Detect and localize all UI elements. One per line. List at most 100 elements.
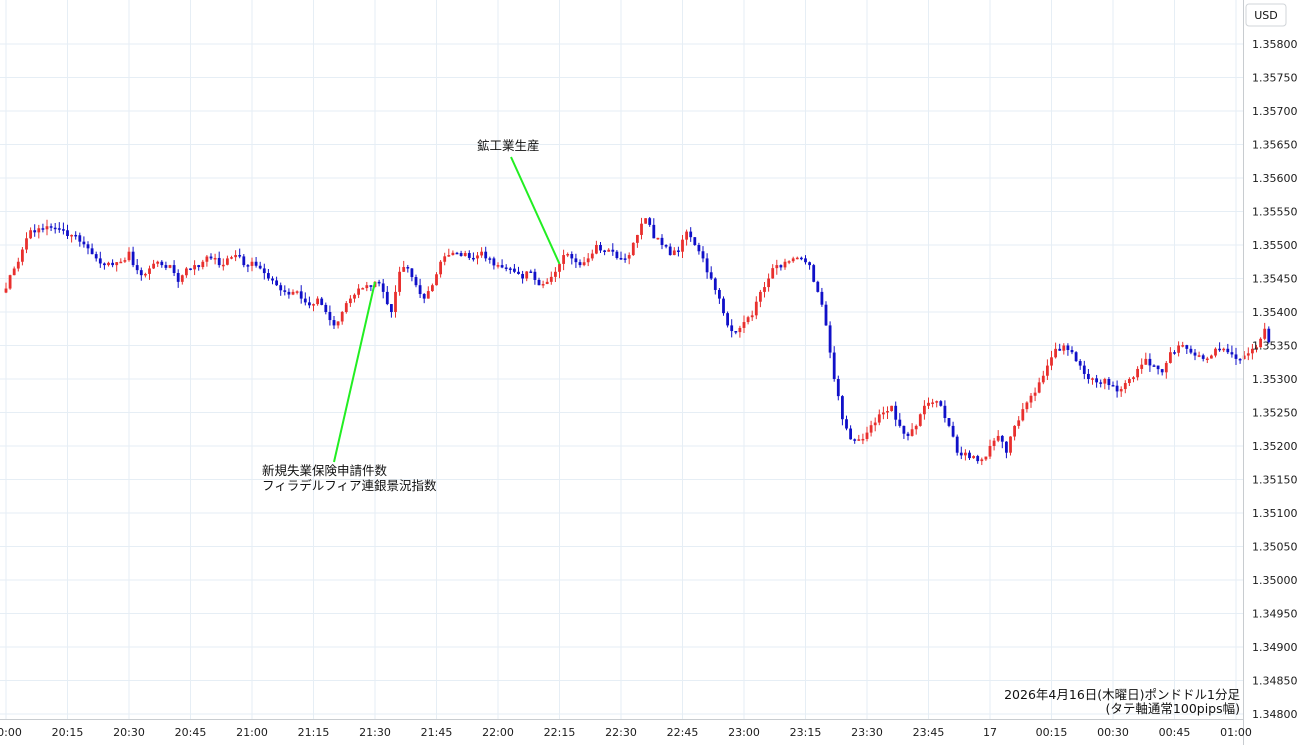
candle bbox=[754, 296, 758, 320]
candle bbox=[332, 315, 336, 330]
candle bbox=[1054, 342, 1057, 359]
x-tick-label: 23:15 bbox=[790, 726, 822, 739]
candle bbox=[45, 219, 49, 236]
candle bbox=[451, 250, 455, 256]
candle bbox=[906, 431, 910, 441]
candle bbox=[1205, 356, 1209, 364]
candle bbox=[582, 256, 586, 267]
candle bbox=[385, 286, 389, 306]
candle bbox=[197, 264, 201, 271]
candle bbox=[258, 261, 262, 270]
candle bbox=[279, 282, 283, 296]
candle bbox=[984, 456, 988, 461]
candle bbox=[1193, 348, 1197, 361]
candle bbox=[1029, 392, 1033, 408]
y-tick-label: 1.35500 bbox=[1252, 239, 1298, 252]
candle bbox=[431, 283, 434, 292]
candle bbox=[217, 251, 221, 268]
candle bbox=[775, 259, 779, 275]
candle bbox=[1173, 350, 1176, 355]
candle bbox=[299, 285, 303, 304]
candle bbox=[25, 232, 28, 254]
candle bbox=[931, 398, 934, 408]
y-tick-label: 1.35600 bbox=[1252, 172, 1298, 185]
candle bbox=[98, 251, 102, 268]
candle bbox=[135, 259, 139, 275]
candle bbox=[693, 237, 697, 246]
candle bbox=[701, 246, 705, 263]
candle bbox=[841, 395, 844, 426]
candle bbox=[783, 258, 787, 270]
candle bbox=[865, 426, 869, 442]
candle bbox=[1181, 341, 1185, 348]
y-tick-label: 1.34850 bbox=[1252, 675, 1298, 688]
candle bbox=[1046, 359, 1049, 381]
x-tick-label: 23:45 bbox=[913, 726, 945, 739]
candle bbox=[176, 269, 180, 288]
candle bbox=[1226, 343, 1230, 355]
candle bbox=[545, 278, 549, 285]
candle bbox=[86, 241, 90, 255]
candle bbox=[1005, 441, 1008, 459]
candle bbox=[193, 260, 196, 276]
candle bbox=[1189, 345, 1193, 355]
candle bbox=[1078, 359, 1082, 370]
candle bbox=[521, 270, 524, 284]
candle bbox=[554, 267, 557, 282]
candle bbox=[328, 305, 332, 326]
candle bbox=[955, 434, 959, 456]
candle bbox=[1234, 347, 1238, 366]
candle bbox=[1103, 377, 1107, 390]
candle bbox=[849, 425, 852, 440]
y-tick-label: 1.35150 bbox=[1252, 474, 1298, 487]
currency-badge[interactable]: USD bbox=[1245, 3, 1287, 27]
candle bbox=[1107, 377, 1111, 390]
candle bbox=[1210, 354, 1213, 359]
candle bbox=[414, 274, 418, 288]
candle bbox=[189, 268, 192, 271]
candle bbox=[808, 261, 811, 270]
candle bbox=[779, 264, 783, 271]
candle bbox=[131, 246, 135, 268]
candle bbox=[882, 406, 885, 420]
annotation-label: フィラデルフィア連銀景況指数 bbox=[262, 478, 437, 493]
candle bbox=[320, 296, 324, 306]
candle bbox=[21, 247, 24, 266]
x-tick-label: 01:00 bbox=[1220, 726, 1252, 739]
y-tick-label: 1.35250 bbox=[1252, 407, 1298, 420]
candle bbox=[607, 248, 611, 252]
x-tick-label: 00:45 bbox=[1159, 726, 1191, 739]
candle bbox=[1074, 351, 1078, 363]
candle bbox=[365, 281, 369, 292]
candle bbox=[1259, 337, 1262, 348]
candle bbox=[709, 266, 713, 281]
candle bbox=[586, 253, 590, 267]
x-tick-label: 00:15 bbox=[1036, 726, 1068, 739]
candle bbox=[566, 252, 570, 258]
candle bbox=[763, 282, 766, 298]
candle bbox=[853, 438, 857, 444]
candle bbox=[943, 400, 947, 423]
candle bbox=[1144, 352, 1148, 365]
candle bbox=[1099, 379, 1103, 388]
candle bbox=[1140, 358, 1144, 374]
candle bbox=[685, 229, 688, 246]
candle bbox=[738, 325, 742, 338]
candle bbox=[644, 218, 647, 224]
annotation-label: 鉱工業生産 bbox=[477, 138, 540, 153]
candle bbox=[484, 246, 488, 262]
candle bbox=[681, 235, 684, 259]
candle bbox=[533, 268, 537, 285]
candle bbox=[172, 260, 176, 277]
candle bbox=[541, 280, 545, 289]
candle bbox=[250, 257, 254, 272]
candle bbox=[152, 259, 155, 270]
candle bbox=[480, 247, 483, 258]
candle bbox=[918, 413, 922, 427]
candle bbox=[1238, 358, 1242, 364]
candle bbox=[377, 279, 381, 287]
candle bbox=[611, 243, 615, 256]
candle bbox=[886, 406, 889, 420]
annotation-leader-line bbox=[510, 156, 561, 265]
